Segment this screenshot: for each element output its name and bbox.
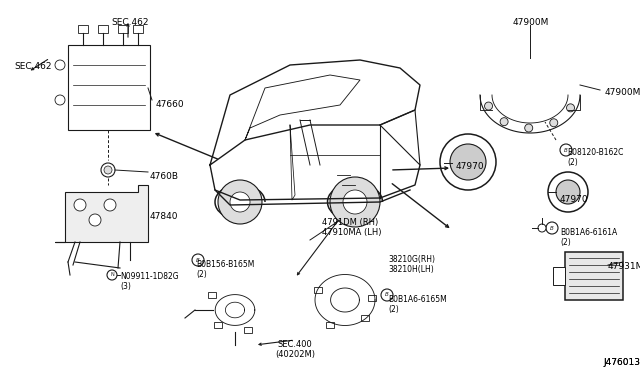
Bar (326, 322, 334, 328)
Circle shape (566, 104, 575, 112)
Bar (208, 292, 216, 298)
Circle shape (104, 166, 112, 174)
Circle shape (330, 177, 380, 227)
Text: N: N (110, 273, 114, 278)
Text: B0B1A6-6165M
(2): B0B1A6-6165M (2) (388, 295, 447, 314)
Bar (68, 45, 150, 130)
Text: 38210G(RH)
38210H(LH): 38210G(RH) 38210H(LH) (388, 255, 435, 275)
Text: B: B (550, 225, 554, 231)
Bar (98, 25, 108, 33)
Circle shape (440, 134, 496, 190)
Circle shape (525, 124, 532, 132)
Circle shape (556, 180, 580, 204)
Text: J4760136: J4760136 (603, 358, 640, 367)
Text: 47660: 47660 (156, 100, 184, 109)
Bar (118, 25, 128, 33)
Text: 4760B: 4760B (150, 172, 179, 181)
Text: SEC.400
(40202M): SEC.400 (40202M) (275, 340, 315, 359)
Circle shape (546, 222, 558, 234)
Circle shape (55, 95, 65, 105)
Text: 47931M: 47931M (608, 262, 640, 271)
Circle shape (548, 172, 588, 212)
Bar (214, 322, 222, 328)
Text: B08120-B162C
(2): B08120-B162C (2) (567, 148, 623, 167)
Circle shape (230, 192, 250, 212)
Circle shape (450, 144, 486, 180)
Circle shape (192, 254, 204, 266)
Bar (565, 252, 623, 300)
Circle shape (74, 199, 86, 211)
Bar (133, 25, 143, 33)
Circle shape (218, 180, 262, 224)
Circle shape (560, 144, 572, 156)
Text: 47840: 47840 (150, 212, 179, 221)
Circle shape (89, 214, 101, 226)
Polygon shape (55, 185, 148, 242)
Bar (78, 25, 88, 33)
Text: 47970: 47970 (456, 162, 484, 171)
Circle shape (107, 270, 117, 280)
Text: SEC.462: SEC.462 (14, 62, 51, 71)
Text: B0B1A6-6161A
(2): B0B1A6-6161A (2) (560, 228, 617, 247)
Circle shape (104, 199, 116, 211)
Text: 47970: 47970 (560, 195, 589, 204)
Text: SEC.462: SEC.462 (111, 18, 148, 27)
Bar (368, 295, 376, 301)
Text: N09911-1D82G
(3): N09911-1D82G (3) (120, 272, 179, 291)
Bar (314, 287, 322, 293)
Circle shape (55, 60, 65, 70)
Text: B: B (385, 292, 389, 298)
Circle shape (538, 224, 546, 232)
Text: 47900M: 47900M (513, 18, 549, 27)
Circle shape (484, 102, 493, 110)
Bar (553, 267, 565, 285)
Text: B0B156-B165M
(2): B0B156-B165M (2) (196, 260, 254, 279)
Text: J4760136: J4760136 (603, 358, 640, 367)
Text: 4791DM (RH)
47910MA (LH): 4791DM (RH) 47910MA (LH) (322, 218, 381, 237)
Circle shape (101, 163, 115, 177)
Circle shape (343, 190, 367, 214)
Text: B: B (196, 257, 200, 263)
Circle shape (500, 118, 508, 126)
Bar (361, 315, 369, 321)
Bar (244, 327, 252, 333)
Circle shape (381, 289, 393, 301)
Text: B: B (564, 148, 568, 153)
Text: 47900MA: 47900MA (605, 88, 640, 97)
Circle shape (550, 119, 558, 127)
